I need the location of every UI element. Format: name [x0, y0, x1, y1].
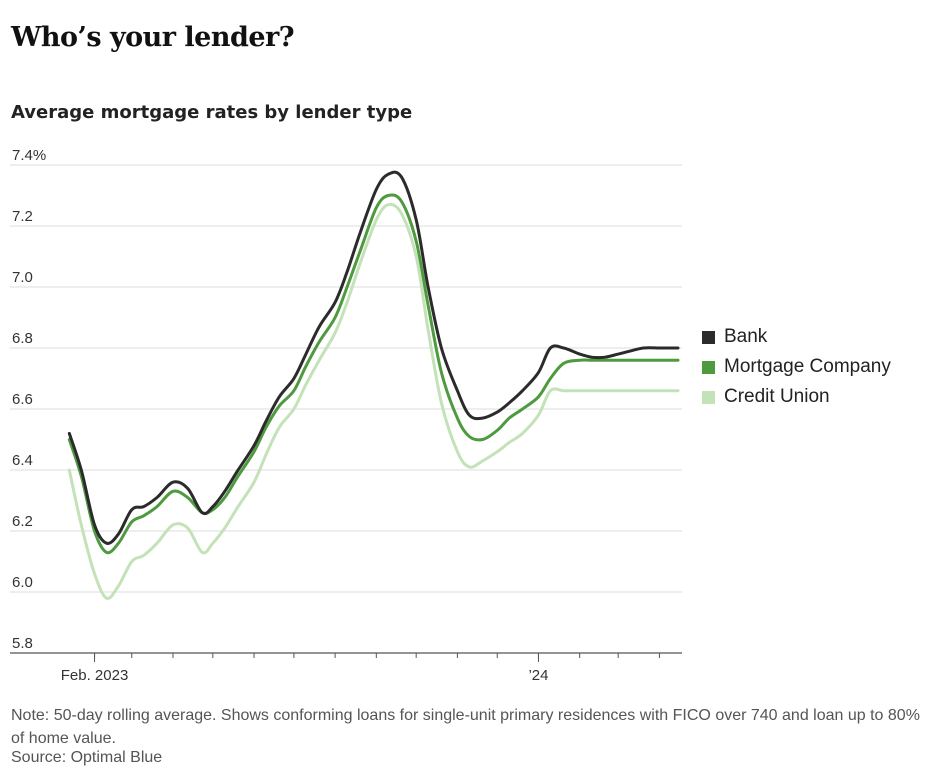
- x-axis: Feb. 2023 ’24: [61, 653, 660, 684]
- y-tick-label-0: 5.8: [12, 635, 33, 652]
- y-tick-label-7: 7.2: [12, 208, 33, 225]
- legend-item-bank: Bank: [702, 322, 891, 352]
- y-tick-label-8: 7.4%: [12, 147, 46, 164]
- legend-item-credit-union: Credit Union: [702, 382, 891, 412]
- legend-label-credit-union: Credit Union: [724, 386, 830, 407]
- legend-label-mortgage-company: Mortgage Company: [724, 356, 891, 377]
- series-line-credit-union: [67, 202, 680, 600]
- y-tick-label-1: 6.0: [12, 574, 33, 591]
- x-tick-label-1: ’24: [528, 667, 548, 684]
- chart-note: Note: 50-day rolling average. Shows conf…: [11, 707, 920, 747]
- x-tick-label-0: Feb. 2023: [61, 667, 129, 684]
- legend-label-bank: Bank: [724, 326, 768, 347]
- grid-lines: [10, 164, 682, 654]
- y-tick-label-6: 7.0: [12, 269, 33, 286]
- series-lines: [67, 170, 680, 600]
- headline: Who’s your lender?: [11, 22, 295, 53]
- legend-swatch-bank: [702, 330, 715, 344]
- y-axis-labels: 5.8 6.0 6.2 6.4 6.6 6.8 7.0 7.2 7.4%: [12, 147, 46, 652]
- legend-swatch-mortgage-company: [702, 360, 715, 374]
- y-tick-label-5: 6.8: [12, 330, 33, 347]
- chart-source: Source: Optimal Blue: [11, 749, 163, 766]
- legend-swatch-credit-union: [702, 390, 715, 404]
- legend: Bank Mortgage Company Credit Union: [702, 322, 891, 412]
- legend-item-mortgage-company: Mortgage Company: [702, 352, 891, 382]
- y-tick-label-4: 6.6: [12, 391, 33, 408]
- series-line-bank: [67, 170, 680, 545]
- y-tick-label-3: 6.4: [12, 452, 33, 469]
- y-tick-label-2: 6.2: [12, 513, 33, 530]
- series-line-mortgage-company: [67, 193, 680, 555]
- chart-title: Average mortgage rates by lender type: [11, 102, 413, 123]
- line-chart: 5.8 6.0 6.2 6.4 6.6 6.8 7.0 7.2 7.4% Feb. 2023 ’2…: [10, 147, 682, 684]
